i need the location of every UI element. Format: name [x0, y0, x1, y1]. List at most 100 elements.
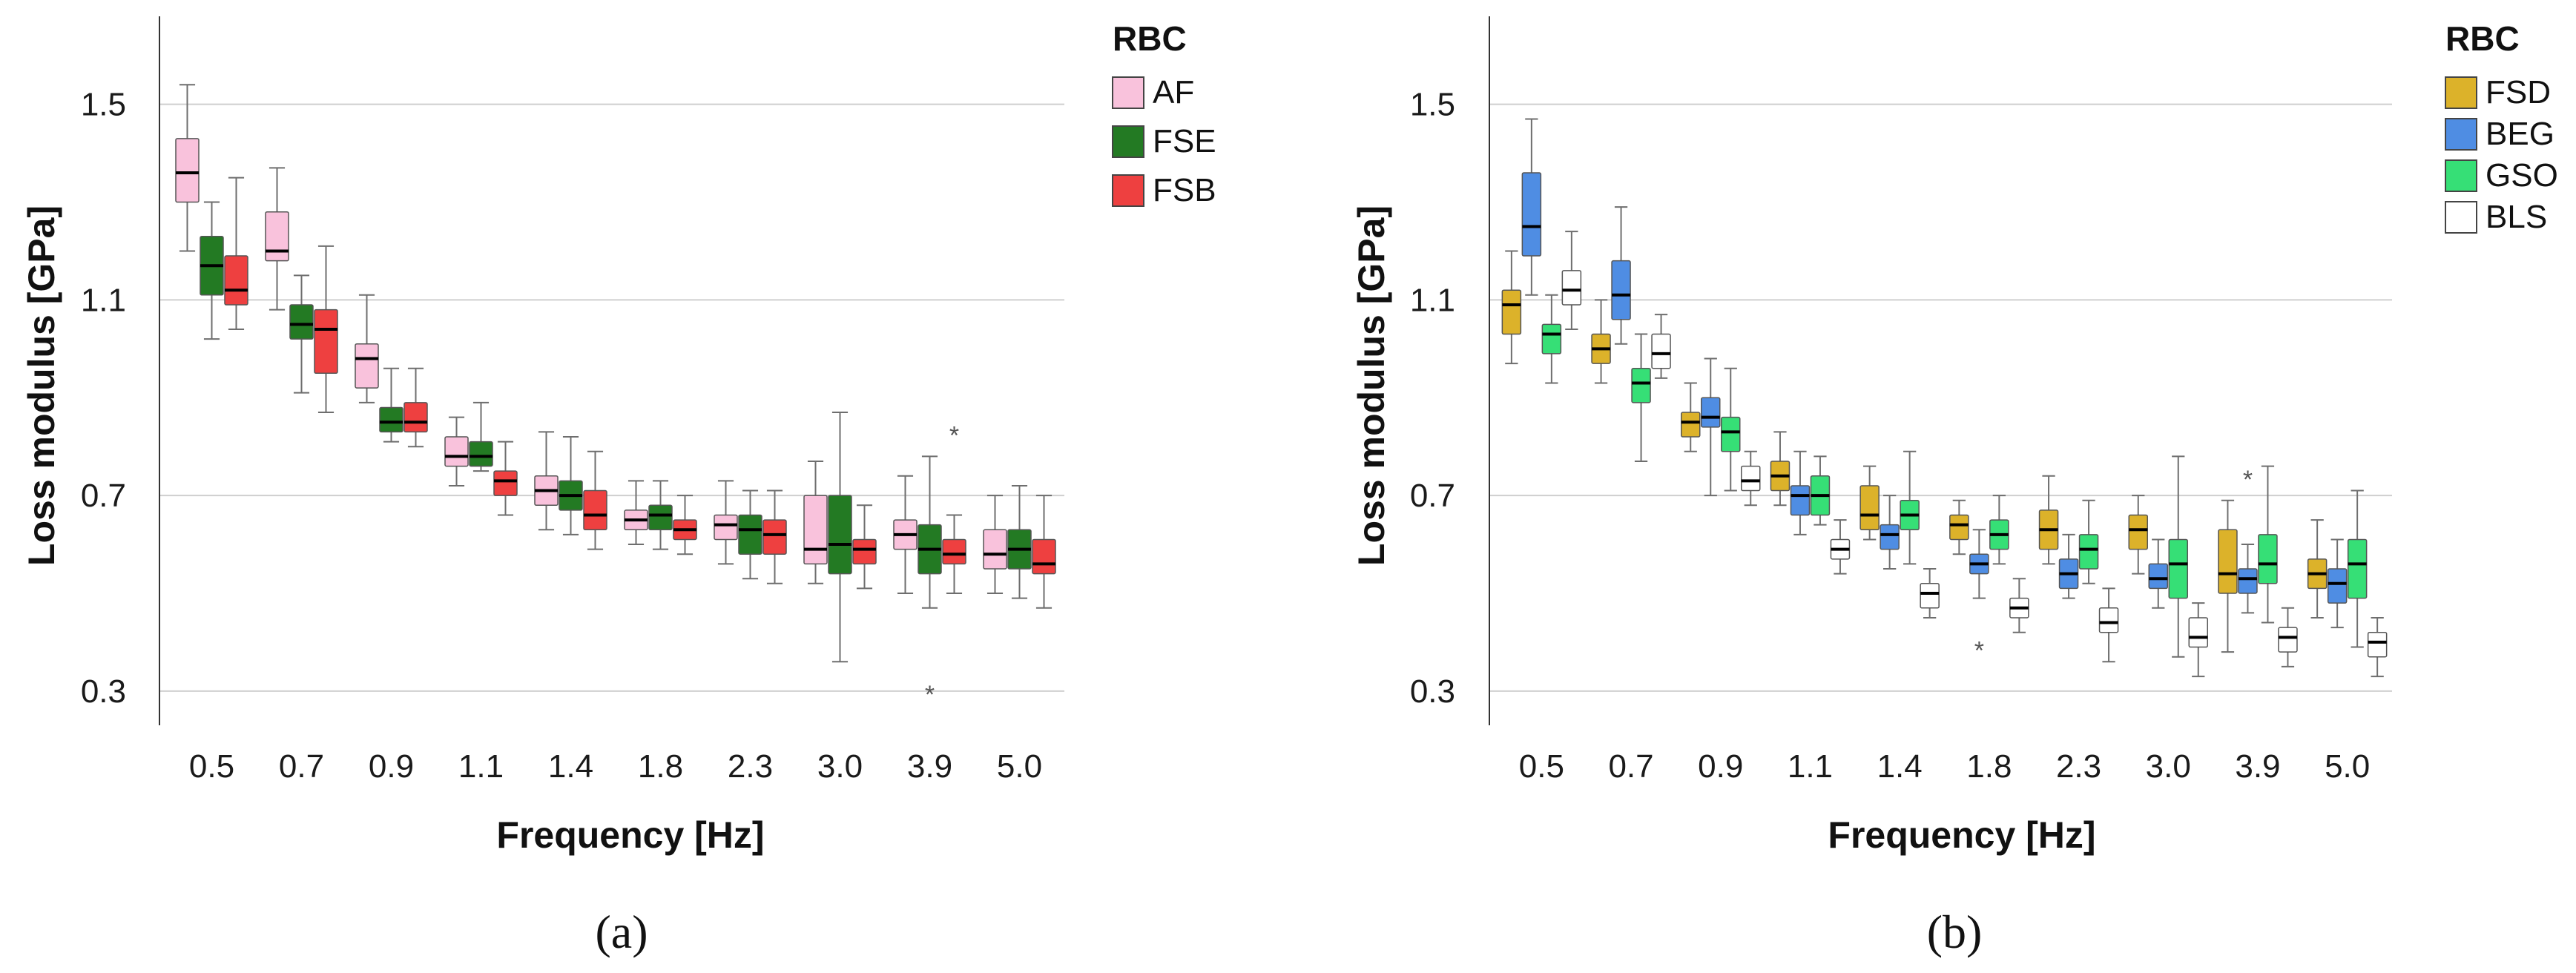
legend-label-bls: BLS [2486, 199, 2547, 235]
box-af [803, 495, 828, 565]
box-beg [1880, 524, 1900, 550]
y-tick-label: 1.1 [81, 282, 126, 318]
box-bls [2098, 607, 2119, 633]
box-fsb [493, 470, 518, 496]
x-tick-label: 0.7 [1608, 748, 1653, 785]
outlier-marker: * [925, 681, 935, 709]
x-tick-label: 1.1 [458, 748, 504, 785]
y-tick-label: 1.5 [1410, 87, 1455, 123]
x-tick-label: 1.8 [1966, 748, 2012, 785]
x-tick-label: 2.3 [2056, 748, 2101, 785]
y-tick-label: 0.7 [81, 478, 126, 514]
y-tick-label: 1.1 [1410, 282, 1455, 318]
box-fse [738, 514, 762, 555]
x-tick-label: 3.9 [2235, 748, 2280, 785]
x-tick-label: 1.4 [548, 748, 593, 785]
box-bls [2278, 627, 2298, 653]
legend-swatch-bls [2445, 201, 2477, 234]
x-tick-label: 3.9 [907, 748, 952, 785]
legend-swatch-beg [2445, 118, 2477, 151]
box-bls [2188, 617, 2208, 648]
box-bls [1920, 583, 1940, 609]
x-tick-label: 5.0 [997, 748, 1042, 785]
box-gso [1541, 323, 1562, 354]
y-tick-label: 0.3 [81, 673, 126, 710]
legend-label-gso: GSO [2486, 157, 2558, 194]
legend-title: RBC [1113, 19, 1187, 58]
box-gso [2347, 538, 2368, 599]
legend-swatch-fsb [1112, 174, 1144, 207]
box-af [265, 211, 289, 262]
panel-b: 0.3 0.7 1.1 1.5 0.5 0.7 0.9 1.1 1.4 1.8 2.3 3.0 3.9 5… [1351, 16, 2558, 958]
box-bls [1651, 333, 1671, 369]
box-beg [1521, 172, 1542, 257]
box-gso [1721, 416, 1741, 452]
outlier-marker: * [949, 421, 959, 449]
x-axis-label: Frequency [Hz] [496, 814, 764, 856]
box-fsd [1681, 412, 1701, 438]
legend-label-fsd: FSD [2486, 74, 2551, 111]
box-fsb [314, 309, 338, 375]
box-fsb [942, 538, 966, 565]
box-fsb [1032, 538, 1056, 575]
legend-label-fsb: FSB [1153, 172, 1216, 208]
legend-swatch-gso [2445, 159, 2477, 192]
x-tick-label: 3.0 [817, 748, 863, 785]
x-tick-label: 0.7 [279, 748, 324, 785]
y-axis-label: Loss modulus [GPa] [1351, 205, 1392, 566]
x-tick-label: 1.4 [1877, 748, 1923, 785]
box-beg [2148, 563, 2168, 590]
y-tick-label: 0.7 [1410, 478, 1455, 514]
legend-swatch-fsd [2445, 76, 2477, 109]
box-fse [379, 406, 403, 433]
box-af [355, 343, 379, 389]
x-tick-label: 0.5 [189, 748, 234, 785]
x-tick-label: 3.0 [2146, 748, 2191, 785]
box-bls [1561, 270, 1582, 306]
x-tick-label: 2.3 [728, 748, 773, 785]
legend-title: RBC [2445, 19, 2520, 58]
box-fse [289, 304, 314, 340]
box-gso [2078, 534, 2099, 570]
y-tick-label: 0.3 [1410, 673, 1455, 710]
outlier-marker: * [1974, 637, 1984, 665]
box-fsd [1859, 485, 1880, 531]
box-gso [2258, 534, 2278, 584]
outlier-marker: * [2243, 466, 2253, 494]
y-tick-label: 1.5 [81, 87, 126, 123]
box-fsd [2128, 514, 2148, 550]
box-fsb [583, 489, 607, 531]
box-gso [2168, 538, 2188, 599]
x-tick-label: 0.5 [1519, 748, 1564, 785]
x-tick-label: 5.0 [2325, 748, 2370, 785]
x-axis-label: Frequency [Hz] [1828, 814, 2095, 856]
legend-swatch-fse [1112, 125, 1144, 158]
box-beg [2238, 568, 2258, 594]
box-fsd [1501, 289, 1522, 335]
box-fsb [403, 402, 428, 433]
legend-swatch-af [1112, 76, 1144, 109]
panel-caption: (a) [595, 906, 648, 958]
box-af [983, 529, 1007, 570]
x-tick-label: 0.9 [369, 748, 414, 785]
box-fsb [852, 538, 877, 565]
box-gso [1631, 367, 1651, 403]
legend-label-fse: FSE [1153, 123, 1216, 159]
box-beg [2327, 568, 2348, 604]
legend-label-beg: BEG [2486, 116, 2554, 152]
legend-label-af: AF [1153, 74, 1194, 111]
x-tick-label: 1.1 [1788, 748, 1833, 785]
box-af [444, 436, 469, 467]
box-fse [469, 441, 493, 467]
box-fsb [224, 255, 248, 306]
box-beg [1701, 397, 1721, 428]
panel-caption: (b) [1927, 906, 1983, 958]
box-beg [1611, 260, 1631, 320]
box-fse [828, 495, 852, 575]
box-af [175, 138, 200, 203]
box-fsd [1949, 514, 1969, 541]
box-af [714, 514, 738, 541]
box-bls [2367, 631, 2388, 658]
box-bls [1741, 465, 1761, 492]
